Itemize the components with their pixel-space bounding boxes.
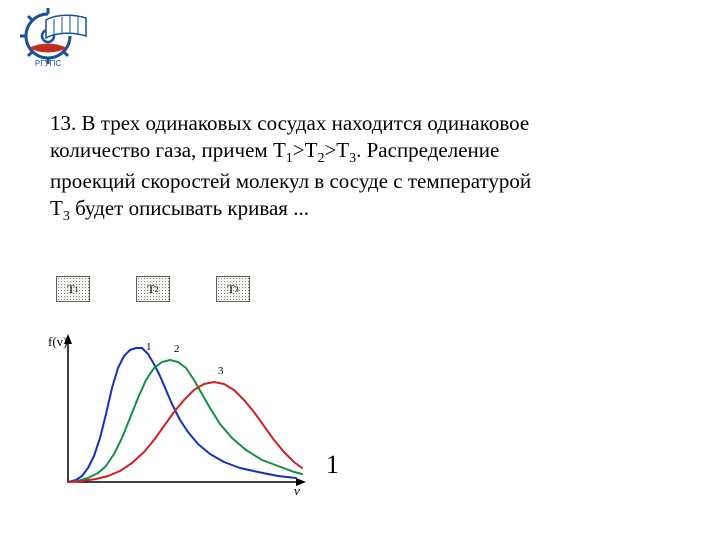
subscript: 3 <box>63 209 70 224</box>
chart-svg: f(v) v 1 2 3 <box>48 332 308 496</box>
svg-text:3: 3 <box>218 365 224 377</box>
logo-svg: РГУПС <box>8 8 88 68</box>
distribution-chart: f(v) v 1 2 3 <box>48 332 308 496</box>
svg-text:2: 2 <box>174 343 180 355</box>
subscript: 1 <box>286 151 293 166</box>
svg-text:f(v): f(v) <box>48 334 68 349</box>
question-text: 13. В трех одинаковых сосудах находится … <box>50 110 540 226</box>
svg-text:1: 1 <box>146 341 152 353</box>
question-part: >T <box>293 138 318 162</box>
option-sub: 2 <box>155 285 159 294</box>
option-base: T <box>147 282 154 297</box>
institution-logo: РГУПС <box>8 8 88 68</box>
option-sub: 1 <box>75 285 79 294</box>
option-base: T <box>227 282 234 297</box>
logo-label: РГУПС <box>35 59 62 68</box>
question-part: >T <box>324 138 349 162</box>
question-part: будет описывать кривая ... <box>70 196 309 220</box>
answer-value: 1 <box>326 450 339 480</box>
svg-text:v: v <box>294 483 300 496</box>
option-t1[interactable]: T1 <box>56 276 90 302</box>
option-row: T1 T2 T3 <box>56 276 250 302</box>
option-base: T <box>67 282 74 297</box>
option-t2[interactable]: T2 <box>136 276 170 302</box>
option-t3[interactable]: T3 <box>216 276 250 302</box>
option-sub: 3 <box>235 285 239 294</box>
